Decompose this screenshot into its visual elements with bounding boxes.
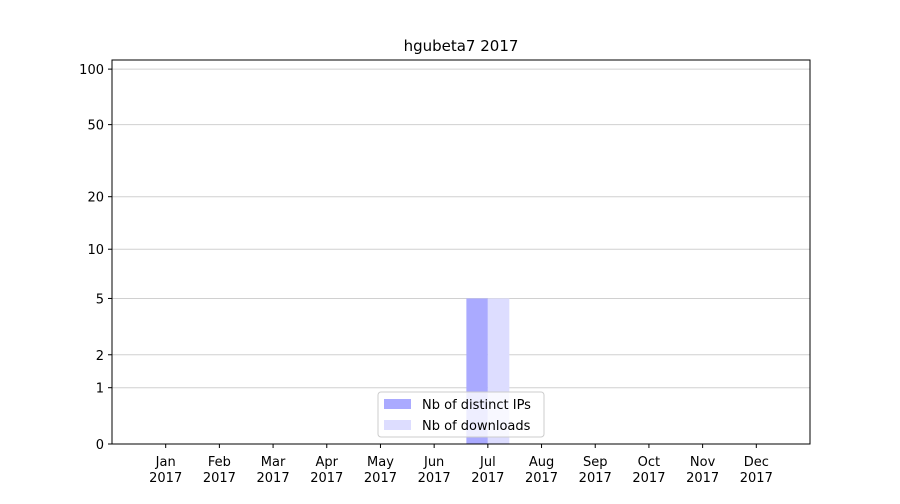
- x-tick-label: Feb: [208, 455, 231, 470]
- x-tick-label: Jan: [155, 455, 176, 470]
- y-tick-label: 2: [96, 349, 104, 364]
- legend-label: Nb of downloads: [422, 419, 531, 434]
- x-tick-label: 2017: [257, 471, 290, 486]
- y-tick-label: 50: [87, 119, 104, 134]
- x-tick-label: May: [367, 455, 394, 470]
- x-tick-label: Jul: [479, 455, 496, 470]
- legend-box: [377, 391, 545, 438]
- x-tick-label: 2017: [471, 471, 504, 486]
- x-tick-label: Jun: [423, 455, 444, 470]
- x-tick-label: Dec: [744, 455, 769, 470]
- y-tick-label: 10: [87, 243, 104, 258]
- x-tick-label: Sep: [583, 455, 608, 470]
- legend-label: Nb of distinct IPs: [422, 398, 531, 413]
- legend-swatch: [384, 399, 411, 409]
- y-tick-label: 100: [79, 63, 104, 78]
- x-tick-label: 2017: [632, 471, 665, 486]
- x-tick-label: 2017: [310, 471, 343, 486]
- chart-title: hgubeta7 2017: [404, 37, 519, 55]
- x-tick-label: 2017: [686, 471, 719, 486]
- legend-swatch: [384, 420, 411, 430]
- x-tick-label: 2017: [579, 471, 612, 486]
- plot-frame: [111, 59, 811, 445]
- x-tick-label: 2017: [364, 471, 397, 486]
- x-tick-label: 2017: [418, 471, 451, 486]
- y-tick-label: 20: [87, 191, 104, 206]
- x-tick-label: 2017: [525, 471, 558, 486]
- x-tick-label: 2017: [203, 471, 236, 486]
- x-tick-label: Oct: [638, 455, 660, 470]
- y-tick-label: 5: [96, 292, 104, 307]
- x-tick-label: Apr: [316, 455, 339, 470]
- x-tick-label: Mar: [261, 455, 286, 470]
- x-tick-label: Aug: [529, 455, 554, 470]
- x-tick-label: 2017: [740, 471, 773, 486]
- y-tick-label: 1: [96, 382, 104, 397]
- x-tick-label: 2017: [149, 471, 182, 486]
- x-tick-label: Nov: [690, 455, 716, 470]
- y-tick-label: 0: [96, 438, 104, 453]
